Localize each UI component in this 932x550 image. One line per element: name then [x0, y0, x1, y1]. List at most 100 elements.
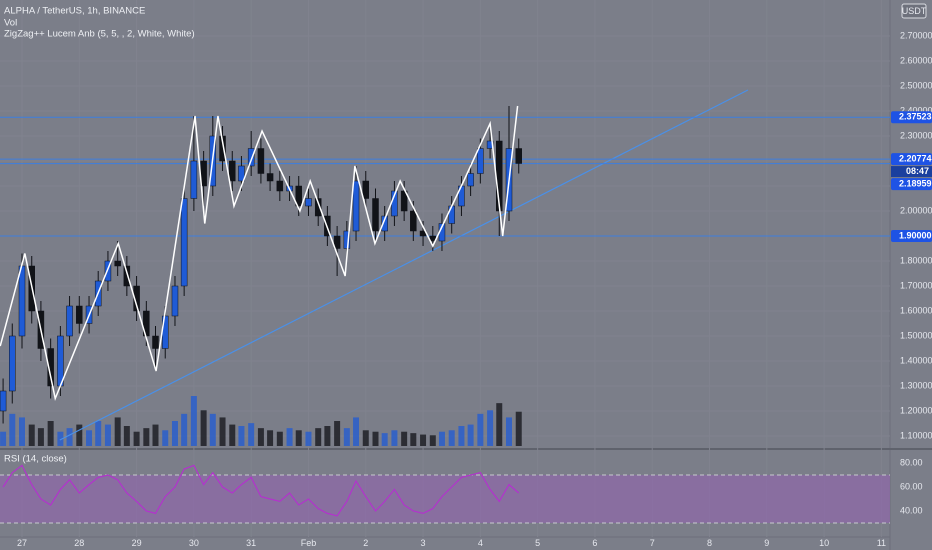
- volume-bar: [123, 426, 130, 446]
- price-label-box: [891, 111, 932, 124]
- volume-bar: [458, 426, 465, 446]
- volume-bar: [343, 428, 350, 446]
- y-tick-label: 2.00000: [900, 205, 932, 215]
- volume-bar: [19, 417, 26, 446]
- price-label: 2.37523: [899, 112, 932, 122]
- candle-body: [0, 390, 7, 412]
- volume-bar: [257, 428, 264, 446]
- candle-body: [467, 173, 474, 187]
- volume-bar: [219, 417, 226, 446]
- volume-bar: [286, 428, 293, 446]
- x-tick-label: 3: [421, 538, 426, 548]
- price-label-box: [891, 153, 932, 166]
- candle-body: [133, 285, 140, 312]
- volume-bar: [114, 417, 121, 446]
- x-tick-label: 5: [535, 538, 540, 548]
- rsi-line: [2, 464, 520, 517]
- volume-bar: [305, 431, 312, 446]
- volume-bar: [66, 428, 73, 446]
- candle-body: [238, 165, 245, 182]
- volume-bar: [362, 430, 369, 446]
- volume-bar: [420, 434, 427, 446]
- candle-body: [114, 260, 121, 267]
- trendline: [59, 89, 749, 441]
- volume-bar: [515, 411, 522, 446]
- candle-body: [123, 265, 131, 287]
- y-tick-label: 1.70000: [900, 280, 932, 290]
- volume-bar: [391, 430, 398, 446]
- rsi-title: RSI (14, close): [4, 454, 67, 465]
- y-tick-label: 1.50000: [900, 330, 932, 340]
- volume-bar: [229, 424, 236, 446]
- x-tick-label: 7: [650, 538, 655, 548]
- volume-bar: [267, 430, 274, 446]
- countdown-box: [891, 166, 932, 178]
- y-tick-label: 2.40000: [900, 105, 932, 115]
- volume-bar: [95, 421, 102, 446]
- volume-bar: [47, 421, 54, 446]
- volume-bar: [438, 431, 445, 446]
- candle-body: [515, 148, 522, 164]
- candle-body: [219, 135, 226, 162]
- volume-bar: [57, 431, 64, 446]
- y-tick-label: 2.60000: [900, 55, 932, 65]
- x-tick-label: 29: [132, 538, 142, 548]
- volume-bar: [401, 431, 408, 446]
- candle-body: [104, 260, 112, 282]
- volume-bar: [315, 428, 322, 446]
- rsi-tick-label: 80.00: [900, 457, 923, 467]
- rsi-tick-label: 40.00: [900, 505, 923, 515]
- candle-body: [247, 148, 255, 167]
- indicator-label: ZigZag++ Lucem Anb (5, 5, , 2, White, Wh…: [4, 29, 195, 40]
- volume-bar: [248, 423, 255, 446]
- x-tick-label: 30: [189, 538, 199, 548]
- y-tick-label: 2.70000: [900, 30, 932, 40]
- volume-bar: [181, 413, 188, 446]
- volume-bar: [143, 428, 150, 446]
- candle-body: [477, 148, 484, 174]
- volume-bar: [477, 413, 484, 446]
- y-tick-label: 1.40000: [900, 355, 932, 365]
- volume-bar: [28, 424, 35, 446]
- candle-body: [305, 198, 312, 207]
- volume-bar: [295, 430, 302, 446]
- candle-body: [362, 180, 370, 199]
- y-tick-label: 1.30000: [900, 380, 932, 390]
- volume-bar: [334, 421, 341, 446]
- volume-bar: [104, 424, 111, 446]
- currency-button[interactable]: [901, 3, 927, 19]
- volume-bar: [86, 430, 93, 446]
- volume-bar: [381, 433, 388, 446]
- price-label-box: [891, 178, 932, 191]
- candle-body: [57, 335, 64, 387]
- candle-body: [400, 190, 408, 212]
- volume-bar: [487, 410, 494, 446]
- chart-title: ALPHA / TetherUS, 1h, BINANCE: [4, 6, 145, 17]
- volume-bar: [37, 428, 44, 446]
- x-tick-label: 10: [819, 538, 829, 548]
- volume-bar: [372, 431, 379, 446]
- rsi-tick-label: 60.00: [900, 481, 923, 491]
- volume-bar: [448, 430, 455, 446]
- y-tick-label: 1.10000: [900, 430, 932, 440]
- volume-bar: [276, 431, 283, 446]
- candle-body: [266, 173, 274, 182]
- x-tick-label: 9: [764, 538, 769, 548]
- x-tick-label: 4: [478, 538, 483, 548]
- volume-bar: [152, 424, 159, 446]
- volume-bar: [467, 424, 474, 446]
- currency-label: USDT: [902, 6, 927, 16]
- y-tick-label: 1.80000: [900, 255, 932, 265]
- x-tick-label: 11: [877, 538, 886, 548]
- volume-bar: [429, 435, 436, 446]
- rsi-band: [0, 475, 890, 523]
- candle-body: [229, 160, 236, 182]
- price-label: 2.18959: [899, 178, 932, 188]
- candle-body: [152, 335, 159, 349]
- candle-body: [333, 235, 341, 249]
- volume-bar: [9, 413, 16, 446]
- candle-body: [9, 335, 16, 392]
- candle-body: [18, 265, 26, 337]
- volume-bar: [209, 413, 216, 446]
